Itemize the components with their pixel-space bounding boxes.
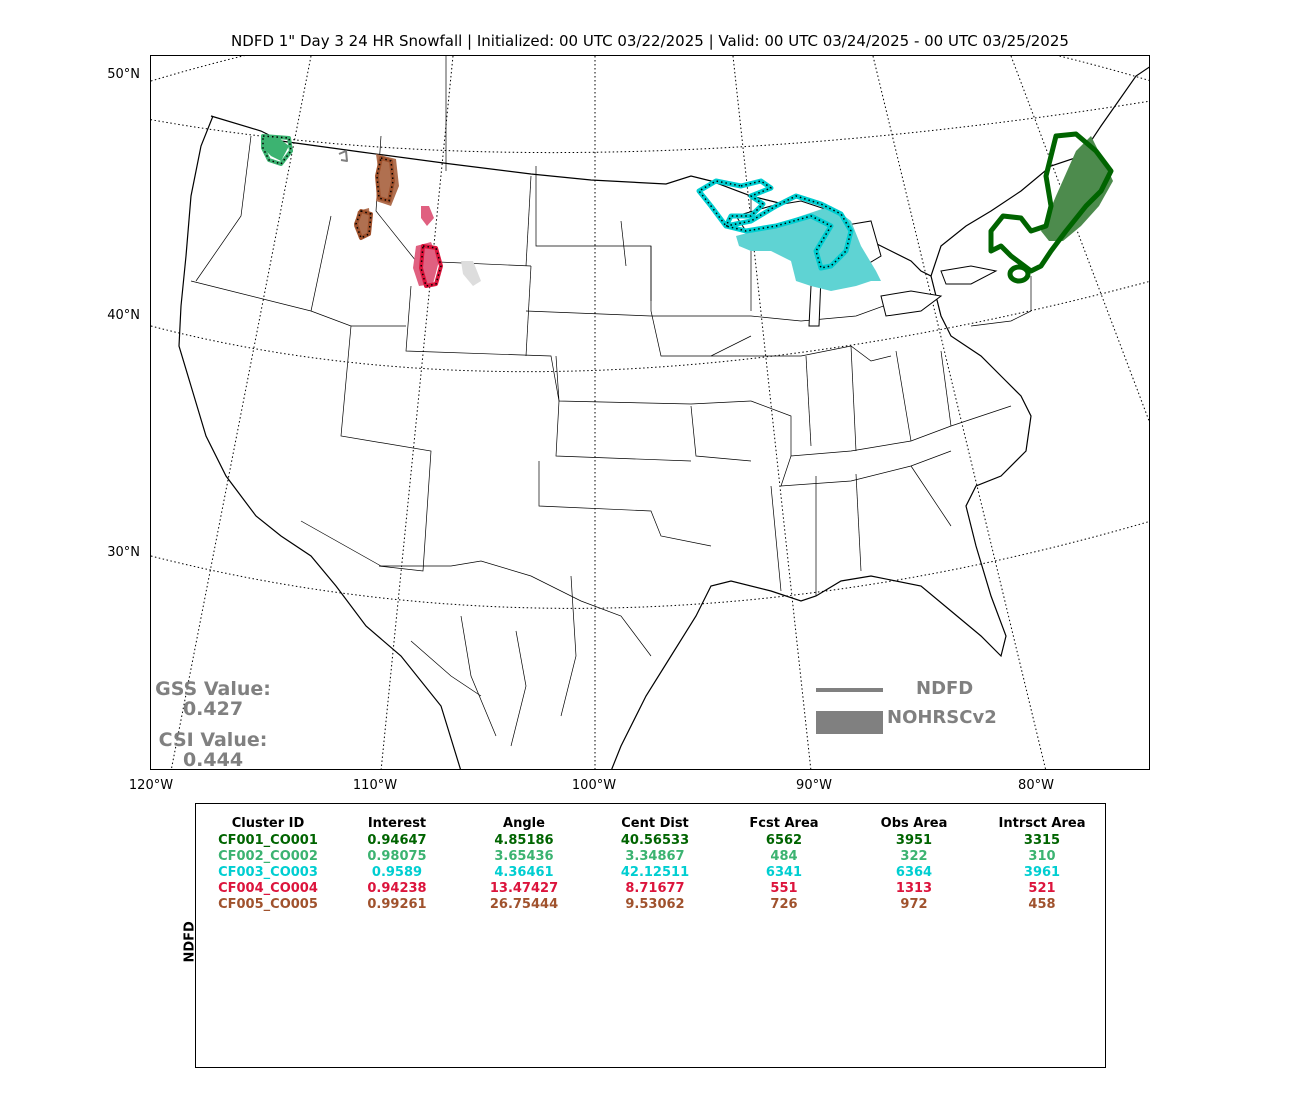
lat-line-30	[151, 521, 1149, 609]
lat-label-50: 50°N	[107, 67, 140, 82]
lon-label-80: 80°W	[1018, 778, 1054, 793]
cell-cluster-id: CF004_CO004	[218, 880, 318, 896]
col-header-cent-dist: Cent Dist	[621, 815, 689, 831]
cell-fcst-area: 726	[770, 896, 798, 912]
lat-label-40: 40°N	[107, 308, 140, 323]
gss-label: GSS Value:	[155, 678, 271, 700]
cell-interest: 0.98075	[367, 848, 427, 864]
lon-label-110: 110°W	[352, 778, 398, 793]
cell-interest: 0.94238	[367, 880, 427, 896]
observed-area-CF001	[1041, 136, 1113, 241]
cell-cluster-id: CF002_CO002	[218, 848, 318, 864]
legend-label-ndfd: NDFD	[916, 678, 974, 699]
forecast-outline-CF005b	[354, 209, 373, 240]
cell-intrsct-area: 458	[1028, 896, 1056, 912]
observed-area-gray	[461, 261, 481, 286]
forecast-outline-gray	[338, 150, 348, 162]
cell-cluster-id: CF003_CO003	[218, 864, 318, 880]
table-body: CF001_CO001 0.94647 4.85186 40.56533 656…	[200, 832, 1104, 912]
lon-label-90: 90°W	[796, 778, 832, 793]
cell-cent-dist: 3.34867	[625, 848, 685, 864]
table-side-label: NDFD	[182, 921, 198, 963]
cluster-table-panel	[195, 803, 1106, 1068]
col-header-intrsct-area: Intrsct Area	[998, 815, 1086, 831]
lat-label-30: 30°N	[107, 545, 140, 560]
cell-obs-area: 1313	[895, 880, 933, 896]
cell-cluster-id: CF001_CO001	[218, 832, 318, 848]
lon-label-100: 100°W	[571, 778, 617, 793]
cell-cent-dist: 40.56533	[620, 832, 690, 848]
csi-label: CSI Value:	[158, 729, 268, 751]
cell-intrsct-area: 310	[1028, 848, 1056, 864]
observed-area-CF004b	[421, 206, 434, 226]
table-row: CF004_CO004 0.94238 13.47427 8.71677 551…	[200, 880, 1104, 896]
observed-area-CF004	[413, 242, 439, 286]
col-header-cluster-id: Cluster ID	[231, 815, 305, 831]
lon-line-90	[732, 56, 812, 769]
table-row: CF001_CO001 0.94647 4.85186 40.56533 656…	[200, 832, 1104, 848]
legend-box-nohrsc	[816, 711, 883, 734]
cell-interest: 0.94647	[367, 832, 427, 848]
table-row: CF002_CO002 0.98075 3.65436 3.34867 484 …	[200, 848, 1104, 864]
graticule	[151, 56, 1149, 769]
csi-value: 0.444	[182, 749, 244, 771]
forecast-outlines	[261, 131, 1114, 288]
map-svg	[151, 56, 1149, 769]
cell-intrsct-area: 521	[1028, 880, 1056, 896]
cell-obs-area: 322	[900, 848, 928, 864]
legend	[816, 688, 883, 734]
cell-obs-area: 3951	[895, 832, 933, 848]
cell-angle: 26.75444	[489, 896, 559, 912]
lat-line-50	[151, 56, 1149, 82]
cell-fcst-area: 484	[770, 848, 798, 864]
cell-intrsct-area: 3961	[1023, 864, 1061, 880]
coastline	[178, 66, 1149, 769]
map-panel	[150, 55, 1150, 770]
lat-line-40	[151, 281, 1149, 373]
cell-interest: 0.9589	[371, 864, 423, 880]
cell-interest: 0.99261	[367, 896, 427, 912]
state-boundaries	[190, 56, 1032, 747]
cell-angle: 13.47427	[489, 880, 559, 896]
lon-label-120: 120°W	[128, 778, 174, 793]
cell-angle: 4.36461	[494, 864, 554, 880]
cell-cluster-id: CF005_CO005	[218, 896, 318, 912]
cell-fcst-area: 6562	[765, 832, 803, 848]
forecast-outline-CF001b	[1007, 264, 1031, 284]
table-row: CF005_CO005 0.99261 26.75444 9.53062 726…	[200, 896, 1104, 912]
map-title: NDFD 1" Day 3 24 HR Snowfall | Initializ…	[231, 32, 1069, 50]
observed-area-CF002	[261, 138, 289, 161]
col-header-angle: Angle	[503, 815, 545, 831]
cell-obs-area: 972	[900, 896, 928, 912]
forecast-outline-CF001	[988, 131, 1114, 274]
legend-label-nohrsc: NOHRSCv2	[887, 707, 997, 728]
cell-fcst-area: 6341	[765, 864, 803, 880]
col-header-fcst-area: Fcst Area	[749, 815, 819, 831]
cell-cent-dist: 9.53062	[625, 896, 685, 912]
col-header-interest: Interest	[367, 815, 427, 831]
cell-angle: 3.65436	[494, 848, 554, 864]
cell-angle: 4.85186	[494, 832, 554, 848]
lon-line-80	[872, 56, 1047, 769]
table-header-row: Cluster ID Interest Angle Cent Dist Fcst…	[200, 814, 1104, 832]
cell-obs-area: 6364	[895, 864, 933, 880]
cell-cent-dist: 8.71677	[625, 880, 685, 896]
cell-fcst-area: 551	[770, 880, 798, 896]
cell-intrsct-area: 3315	[1023, 832, 1061, 848]
lon-line-120	[170, 56, 312, 769]
lat-line-48	[151, 100, 1149, 154]
gss-value: 0.427	[182, 698, 244, 720]
cluster-stats-table: Cluster ID Interest Angle Cent Dist Fcst…	[200, 814, 1104, 912]
lon-line-70	[1010, 56, 1149, 423]
table-row: CF003_CO003 0.9589 4.36461 42.12511 6341…	[200, 864, 1104, 880]
col-header-obs-area: Obs Area	[880, 815, 948, 831]
cell-cent-dist: 42.12511	[620, 864, 690, 880]
